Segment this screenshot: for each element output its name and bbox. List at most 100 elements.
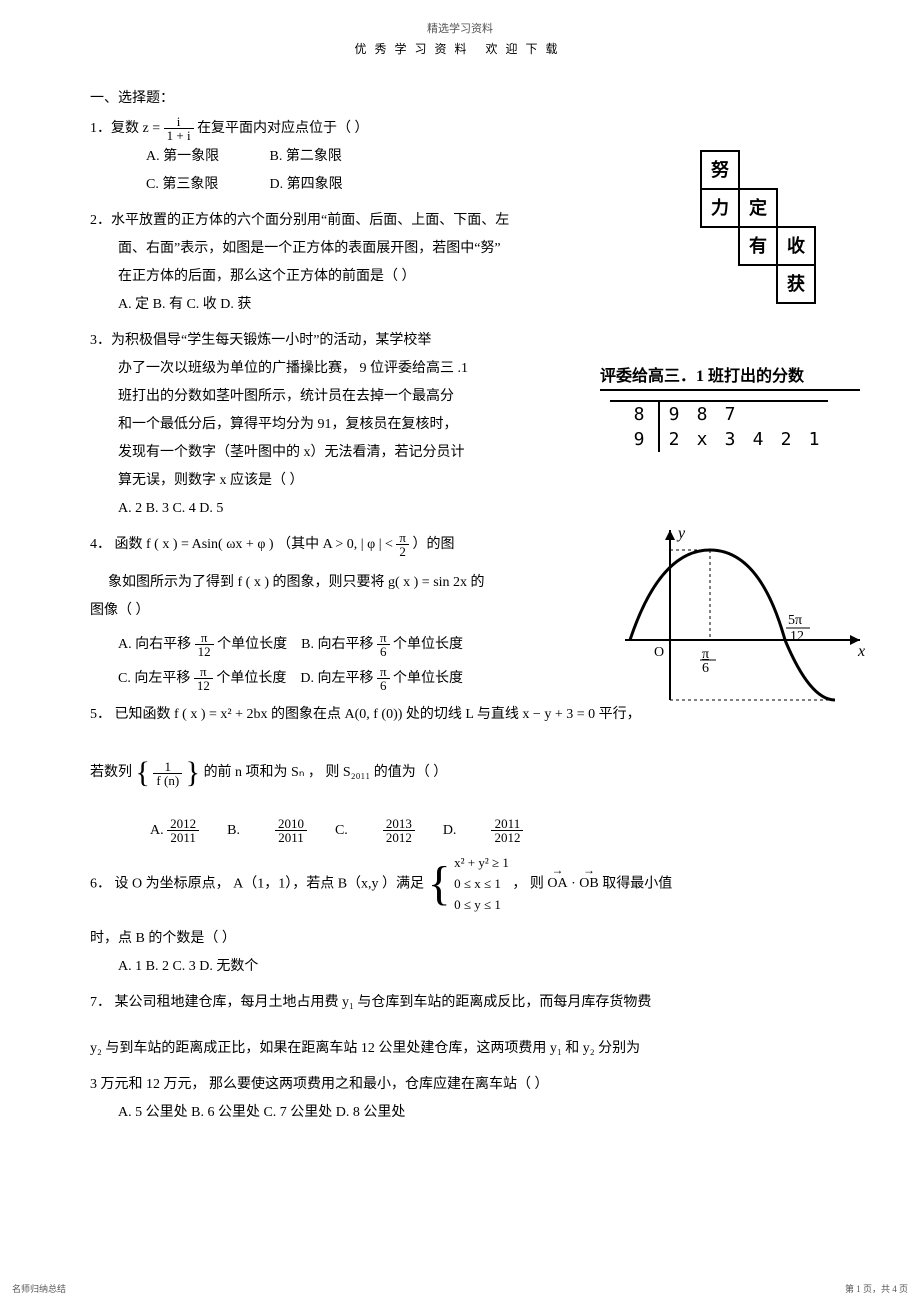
footer-right: 第 1 页，共 4 页: [845, 1282, 908, 1295]
opt-b-lab: B.: [227, 823, 240, 838]
q4-l1b: ）的图: [412, 537, 454, 552]
brace-icon: {: [428, 865, 451, 903]
leaf: 8: [688, 401, 716, 427]
dot: ·: [571, 876, 576, 891]
q3-opts: A. 2 B. 3 C. 4 D. 5: [118, 495, 490, 523]
stem-leaf-table: 8 9 8 7 9 2 x 3 4 2 1: [610, 400, 850, 452]
top-label: 精选学习资料: [60, 20, 860, 36]
leaf: 9: [659, 401, 688, 427]
q4-od-pre: D. 向左平移: [300, 671, 377, 686]
q4-oa-pre: A. 向右平移: [118, 637, 195, 652]
frac-den: 2011: [167, 831, 199, 844]
opt-c: C. 第三象限: [146, 171, 266, 199]
frac-den: 2011: [275, 831, 307, 844]
q4-l1a: 4． 函数 f ( x ) = Asin( ωx + φ ) （其中 A > 0…: [90, 537, 396, 552]
q4-od-post: 个单位长度: [393, 671, 463, 686]
q1-options: A. 第一象限 B. 第二象限 C. 第三象限 D. 第四象限: [146, 143, 860, 199]
q5-seq-frac: 1 f (n): [153, 760, 182, 787]
q4-oa-post: 个单位长度: [217, 637, 287, 652]
section-title: 一、选择题：: [90, 87, 860, 107]
q4-l3: 图像（ ）: [90, 597, 560, 625]
leaf: 3: [716, 427, 744, 452]
q6-l1c: 取得最小值: [602, 876, 672, 891]
q7-l3: 3 万元和 12 万元， 那么要使这两项费用之和最小，仓库应建在离车站（ ）: [90, 1071, 860, 1099]
frac-den: 6: [377, 645, 390, 658]
q1-stem-b: 在复平面内对应点位于（ ）: [197, 121, 369, 136]
opt-a-lab: A.: [150, 823, 164, 838]
frac-num: 2011: [491, 817, 523, 831]
stem-r2: 9: [610, 427, 659, 452]
q5-l1: 5． 已知函数 f ( x ) = x² + 2bx 的图象在点 A(0, f …: [90, 701, 860, 729]
q3-l3: 班打出的分数如茎叶图所示，统计员在去掉一个最高分: [118, 383, 490, 411]
sys-line: 0 ≤ x ≤ 1: [454, 874, 509, 895]
q5-l2b: 的前 n 项和为 Sₙ ， 则 S₂₀₁₁ 的值为（ ）: [204, 765, 448, 780]
sine-graph: y x O π 6 5π 12: [610, 520, 870, 710]
leaf: 4: [744, 427, 772, 452]
leaf: 7: [716, 401, 744, 427]
leaf: 1: [800, 427, 828, 452]
svg-text:12: 12: [790, 629, 804, 644]
frac-den: f (n): [153, 774, 182, 787]
stem-leaf-title: 评委给高三．1 班打出的分数: [600, 362, 860, 391]
sys-line: 0 ≤ y ≤ 1: [454, 895, 509, 916]
vector-ob: OB: [579, 870, 598, 898]
frac-num: 2010: [275, 817, 307, 831]
question-7: 7． 某公司租地建仓库，每月土地占用费 y₁ 与仓库到车站的距离成反比，而每月库…: [90, 989, 860, 1127]
q3-l6: 算无误，则数字 x 应该是（ ）: [118, 467, 490, 495]
svg-text:5π: 5π: [788, 613, 802, 628]
frac-num: 1: [153, 760, 182, 774]
svg-text:O: O: [654, 645, 664, 660]
question-3: 3．为积极倡导“学生每天锻炼一小时”的活动，某学校举 办了一次以班级为单位的广播…: [90, 327, 490, 523]
q3-l4: 和一个最低分后，算得平均分为 91，复核员在复核时，: [118, 411, 490, 439]
q2-line3: 在正方体的后面，那么这个正方体的前面是（ ）: [118, 263, 520, 291]
stem-r1: 8: [610, 401, 659, 427]
q4-ob-pre: B. 向右平移: [301, 637, 377, 652]
frac-num: π: [396, 531, 409, 545]
frac-num: π: [377, 665, 390, 679]
opt-c-lab: C.: [335, 823, 348, 838]
q2-opts: A. 定 B. 有 C. 收 D. 获: [118, 291, 520, 319]
opt-a: A. 第一象限: [146, 143, 266, 171]
q7-l2: y₂ 与到车站的距离成正比，如果在距离车站 12 公里处建仓库，这两项费用 y₁…: [90, 1035, 860, 1063]
frac-den: 1 + i: [164, 129, 194, 142]
page: 精选学习资料 优秀学习资料 欢迎下载 努 力 定 有 收 获 评委给高三．1 班…: [0, 0, 920, 1303]
q6-opts: A. 1 B. 2 C. 3 D. 无数个: [118, 953, 860, 981]
q6-system: x² + y² ≥ 1 0 ≤ x ≤ 1 0 ≤ y ≤ 1: [454, 853, 509, 915]
frac-num: 2012: [167, 817, 199, 831]
q2-line2: 面、右面”表示，如图是一个正方体的表面展开图，若图中“努”: [118, 235, 520, 263]
leaf: 2: [772, 427, 800, 452]
q6-l2: 时，点 B 的个数是（ ）: [90, 925, 860, 953]
frac-den: 2: [396, 545, 409, 558]
vector-oa: OA: [547, 870, 567, 898]
opt-d-lab: D.: [443, 823, 457, 838]
question-5: 5． 已知函数 f ( x ) = x² + 2bx 的图象在点 A(0, f …: [90, 701, 860, 845]
x-axis-label: x: [857, 643, 865, 660]
frac-num: 2013: [383, 817, 415, 831]
q6-l1a: 6． 设 O 为坐标原点， A（1，1），若点 B（x,y ）满足: [90, 876, 428, 891]
svg-text:6: 6: [702, 661, 709, 676]
leaf: x: [688, 427, 716, 452]
frac-num: i: [164, 115, 194, 129]
frac-den: 6: [377, 679, 390, 692]
question-4: 4． 函数 f ( x ) = Asin( ωx + φ ) （其中 A > 0…: [90, 531, 560, 693]
frac-num: π: [377, 631, 390, 645]
opt-d: D. 第四象限: [270, 171, 390, 199]
cube-cell-huo: 获: [776, 264, 816, 304]
leaf: 2: [659, 427, 688, 452]
q5-l2a: 若数列: [90, 765, 136, 780]
q1-fraction: i 1 + i: [164, 115, 194, 142]
cube-cell-shou: 收: [776, 226, 816, 266]
frac-num: π: [194, 665, 213, 679]
frac-num: π: [195, 631, 214, 645]
opt-b: B. 第二象限: [270, 143, 390, 171]
cube-cell-you: 有: [738, 226, 778, 266]
y-axis-label: y: [676, 525, 686, 542]
sys-line: x² + y² ≥ 1: [454, 853, 509, 874]
frac-den: 12: [195, 645, 214, 658]
q2-line1: 2．水平放置的正方体的六个面分别用“前面、后面、上面、下面、左: [90, 207, 520, 235]
sub-label: 优秀学习资料 欢迎下载: [60, 40, 860, 57]
question-1: 1．复数 z = i 1 + i 在复平面内对应点位于（ ） A. 第一象限 B…: [90, 115, 860, 199]
q3-l5: 发现有一个数字（茎叶图中的 x）无法看清，若记分员计: [118, 439, 490, 467]
q4-l2: 象如图所示为了得到 f ( x ) 的图象，则只要将 g( x ) = sin …: [108, 575, 485, 590]
q7-l1: 7． 某公司租地建仓库，每月土地占用费 y₁ 与仓库到车站的距离成反比，而每月库…: [90, 989, 860, 1017]
